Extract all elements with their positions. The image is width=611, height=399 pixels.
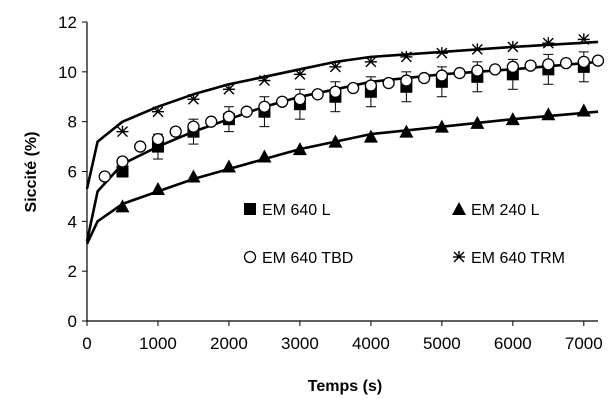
y-tick-label: 4 [68,212,77,231]
x-tick-label: 1000 [139,334,177,353]
data-point-series-3 [293,93,307,106]
y-tick-label: 12 [58,13,77,32]
legend-label-2: EM 240 L [471,202,540,219]
data-point-series-4 [542,37,555,49]
data-point-series-3 [258,100,271,113]
data-point-series-3 [116,155,129,168]
data-point-series-4 [400,50,413,63]
y-axis-title: Siccité (%) [23,132,40,213]
legend-label-4: EM 640 TRM [471,250,565,267]
data-point-series-3 [346,81,360,95]
data-point-series-4 [329,60,342,73]
data-point-series-3 [471,64,484,77]
data-point-series-4 [293,68,306,80]
data-point-series-1 [116,165,129,178]
data-point-series-4 [116,125,129,138]
data-point-series-2 [292,142,307,156]
data-point-series-3 [417,71,431,85]
data-point-series-4 [187,93,200,105]
data-point-series-2 [541,107,556,121]
y-tick-label: 2 [68,262,77,281]
data-point-series-3 [400,74,413,87]
data-point-series-4 [364,55,377,68]
data-point-series-2 [150,181,165,195]
data-point-series-3 [382,76,395,90]
data-point-series-3 [364,79,378,92]
data-point-series-3 [524,59,537,72]
x-tick-label: 7000 [565,334,603,353]
data-point-series-2 [186,169,201,183]
x-tick-label: 0 [82,334,91,353]
data-point-series-3 [488,63,502,76]
data-point-series-2 [363,129,378,143]
markers [98,33,605,213]
data-point-series-3 [134,140,147,153]
data-point-series-3 [169,125,182,138]
y-tick-label: 10 [58,63,77,82]
data-point-series-3 [222,110,236,123]
data-point-series-4 [222,83,235,95]
x-tick-label: 3000 [281,334,319,353]
data-point-series-4 [258,74,271,87]
legend-label-3: EM 640 TBD [262,250,353,267]
y-tick-label: 8 [68,113,77,132]
legend-marker-2 [452,202,466,215]
legend: EM 640 L EM 240 L EM 640 TBD EM 640 TRM [243,202,565,267]
x-axis-title: Temps (s) [308,378,382,395]
data-point-series-3 [577,55,590,69]
legend-marker-1 [244,203,256,215]
data-point-series-3 [276,95,289,108]
data-point-series-2 [576,103,591,117]
data-point-series-3 [98,170,111,183]
data-point-series-3 [453,66,466,80]
fit-line-2 [85,110,599,245]
data-point-series-3 [240,105,253,118]
data-point-series-4 [151,105,164,118]
legend-marker-3 [243,250,257,264]
x-tick-label: 5000 [423,334,461,353]
data-point-series-2 [399,124,414,138]
data-point-series-3 [187,120,200,133]
data-point-series-3 [591,54,605,67]
x-tick-label: 2000 [210,334,248,353]
data-point-series-3 [542,58,555,71]
data-point-series-4 [471,43,484,55]
data-point-series-2 [328,134,343,148]
data-point-series-3 [329,85,342,98]
data-point-series-4 [506,40,519,53]
data-point-series-3 [559,56,573,70]
y-tick-label: 0 [68,312,77,331]
ticks: 0 2 4 6 8 10 12 0 1000 2000 3000 4000 5000 6000 7000 [58,13,603,353]
data-point-series-2 [221,159,236,173]
data-point-series-2 [505,112,520,126]
data-point-series-4 [435,47,448,59]
x-tick-label: 4000 [352,334,390,353]
fit-line-4 [85,40,599,190]
data-point-series-2 [470,115,485,129]
data-point-series-3 [435,69,449,82]
data-point-series-2 [257,149,272,163]
axes [86,22,598,322]
data-point-series-3 [506,60,519,73]
data-point-series-2 [115,199,130,213]
y-tick-label: 6 [68,163,77,182]
data-point-series-3 [311,88,324,101]
x-tick-label: 6000 [494,334,532,353]
data-point-series-2 [434,119,449,133]
data-point-series-3 [151,132,165,146]
data-point-series-4 [577,33,590,45]
legend-label-1: EM 640 L [262,202,331,219]
legend-marker-4 [453,251,465,263]
data-point-series-3 [205,115,218,128]
